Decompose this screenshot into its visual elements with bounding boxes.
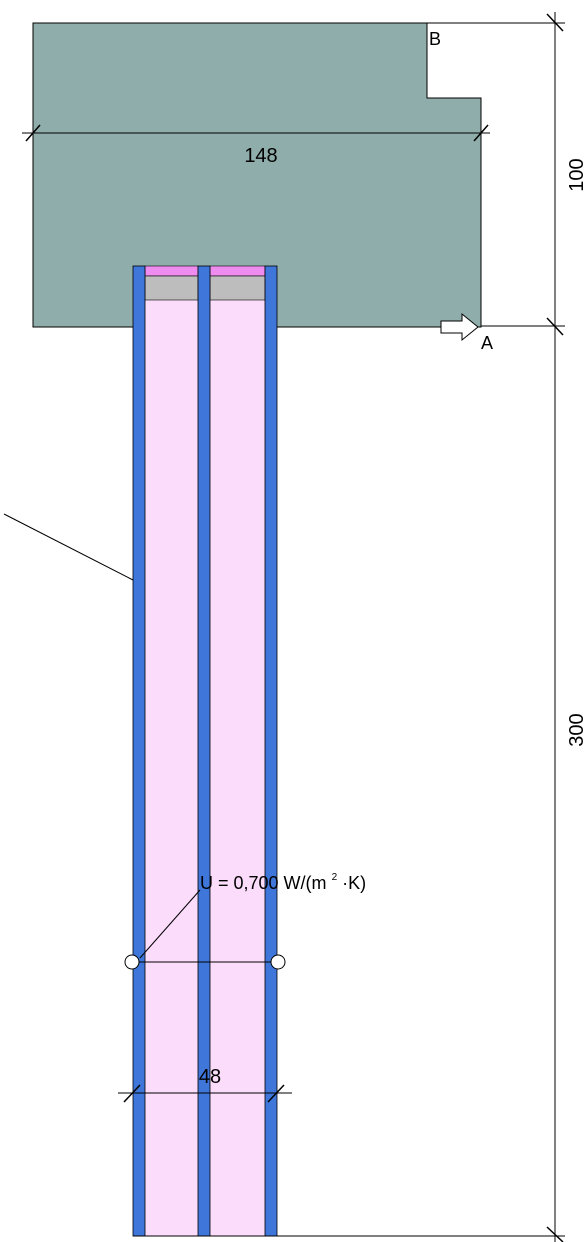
leader-line-wall	[3, 513, 134, 581]
dim-tick-48-left	[123, 1084, 141, 1103]
dim-tick-148-right	[473, 124, 489, 142]
dim-label-300: 300	[566, 713, 585, 746]
u-value-exponent: 2	[332, 872, 338, 883]
grey-block-right	[209, 275, 266, 301]
top-strip-right	[209, 265, 266, 277]
dim-tick-mid	[546, 317, 564, 336]
arrow-a-icon	[440, 312, 479, 342]
top-strip-left	[144, 265, 199, 277]
dim-tick-bottom	[546, 1226, 564, 1242]
label-b: B	[429, 29, 441, 49]
u-value-prefix: U = 0,700 W/(m	[200, 873, 327, 893]
label-a: A	[481, 333, 493, 353]
u-value-label: U = 0,700 W/(m 2 ·K)	[200, 864, 366, 893]
dim-tick-top	[546, 13, 564, 32]
grey-block-left	[144, 275, 199, 301]
dim-tick-48-right	[267, 1084, 285, 1103]
u-point-right	[270, 954, 286, 970]
insulation-left	[145, 266, 198, 1236]
dim-label-48: 48	[199, 1066, 221, 1088]
u-value-leader	[139, 889, 201, 959]
dim-label-100: 100	[566, 158, 585, 191]
u-value-suffix: ·K)	[342, 873, 366, 893]
board-right	[264, 265, 278, 1237]
u-point-left	[124, 954, 140, 970]
dim-label-148: 148	[244, 145, 277, 167]
board-middle	[197, 265, 211, 1237]
dim-tick-148-left	[25, 124, 41, 142]
insulation-right	[210, 266, 265, 1236]
